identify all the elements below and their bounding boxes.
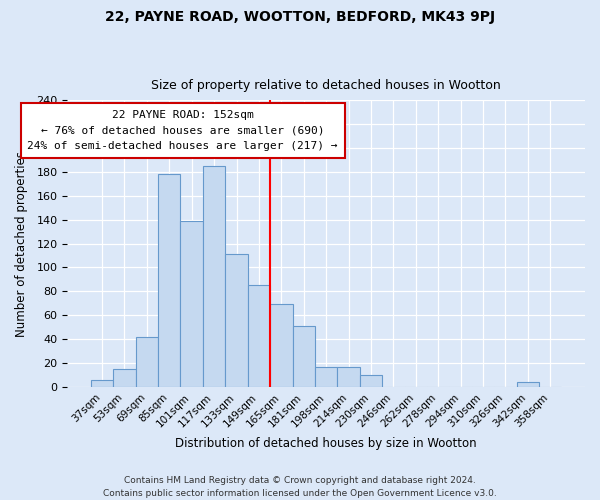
Bar: [226, 254, 248, 387]
Text: 22, PAYNE ROAD, WOOTTON, BEDFORD, MK43 9PJ: 22, PAYNE ROAD, WOOTTON, BEDFORD, MK43 9…: [105, 10, 495, 24]
Bar: [360, 375, 382, 387]
Bar: [136, 337, 158, 387]
Y-axis label: Number of detached properties: Number of detached properties: [15, 150, 28, 336]
Text: Contains HM Land Registry data © Crown copyright and database right 2024.
Contai: Contains HM Land Registry data © Crown c…: [103, 476, 497, 498]
Bar: [517, 382, 539, 387]
Bar: [181, 221, 203, 387]
Bar: [315, 366, 337, 387]
Bar: [158, 174, 181, 387]
Bar: [337, 366, 360, 387]
Text: 22 PAYNE ROAD: 152sqm
← 76% of detached houses are smaller (690)
24% of semi-det: 22 PAYNE ROAD: 152sqm ← 76% of detached …: [28, 110, 338, 151]
Bar: [248, 286, 270, 387]
X-axis label: Distribution of detached houses by size in Wootton: Distribution of detached houses by size …: [175, 437, 477, 450]
Bar: [203, 166, 226, 387]
Bar: [113, 369, 136, 387]
Bar: [270, 304, 293, 387]
Bar: [293, 326, 315, 387]
Title: Size of property relative to detached houses in Wootton: Size of property relative to detached ho…: [151, 79, 501, 92]
Bar: [91, 380, 113, 387]
